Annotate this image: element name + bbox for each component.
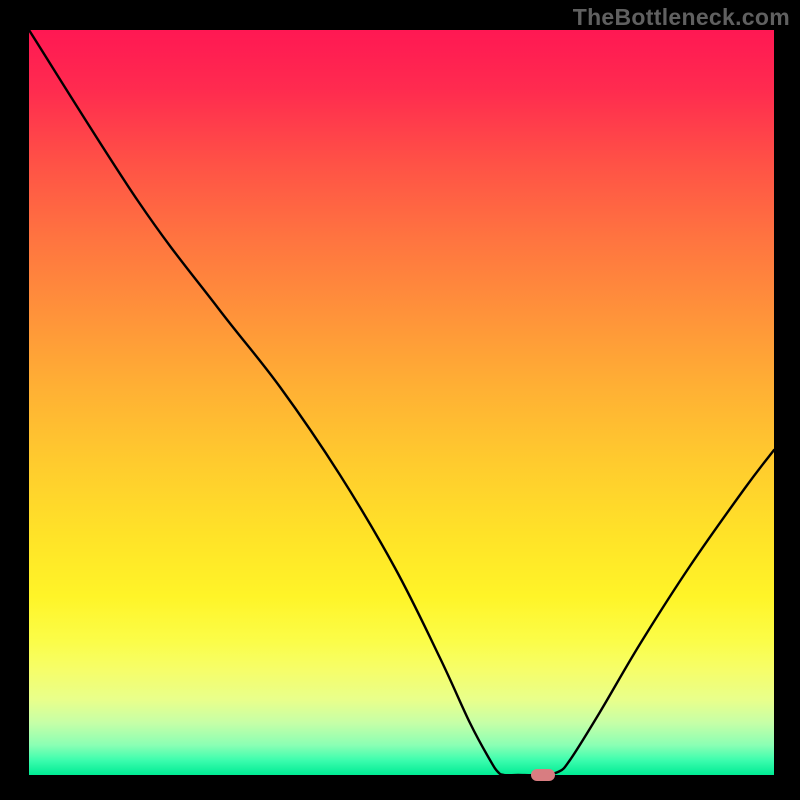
watermark-text: TheBottleneck.com — [573, 4, 790, 31]
bottleneck-chart — [29, 30, 774, 775]
bottleneck-curve — [29, 30, 774, 775]
optimal-point-marker — [531, 769, 555, 781]
